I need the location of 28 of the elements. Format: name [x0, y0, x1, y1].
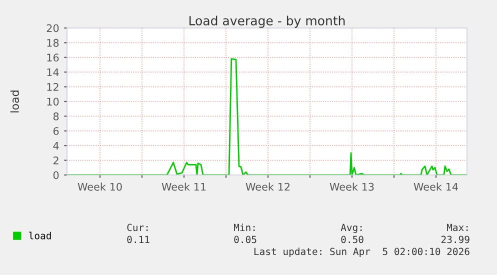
y-tick-label: 20 [46, 24, 59, 32]
x-tick-label: Week 13 [330, 182, 374, 191]
text: Min: [234, 224, 255, 231]
text: Last update: Sun Apr 5 02:00:10 2026 [254, 248, 470, 258]
y-tick-label: 18 [47, 38, 59, 47]
text: 23.99 [441, 236, 470, 244]
text: 0.50 [341, 236, 364, 244]
x-tick-label: Week 14 [414, 182, 458, 191]
y-tick-label: 8 [53, 112, 59, 120]
text: Cur: [127, 224, 148, 232]
x-tick-label: Week 11 [162, 182, 206, 191]
y-axis-title: load [10, 90, 19, 112]
text: 0.05 [234, 236, 256, 244]
x-tick-label: Week 10 [78, 182, 122, 191]
text: Avg: [340, 224, 362, 234]
y-tick-label: 0 [53, 171, 59, 180]
y-tick-label: 10 [47, 98, 59, 106]
text: 0.11 [127, 236, 150, 244]
text: Max: [446, 224, 468, 232]
chart-title: Load average - by month [189, 16, 345, 28]
y-tick-label: 2 [53, 156, 58, 164]
y-tick-label: 4 [53, 142, 59, 150]
y-tick-label: 16 [47, 54, 59, 62]
y-tick-label: 6 [53, 127, 59, 136]
legend-label: load [29, 232, 51, 240]
x-tick-label: Week 12 [246, 182, 290, 191]
y-tick-label: 12 [47, 83, 58, 91]
y-tick-label: 14 [47, 68, 59, 76]
